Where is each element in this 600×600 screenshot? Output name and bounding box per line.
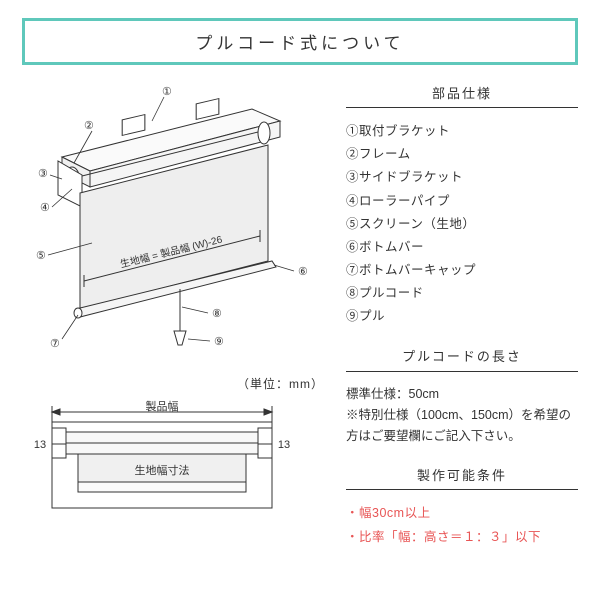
part-item: ⑧プルコード [346,282,578,305]
part-item: ④ローラーパイプ [346,190,578,213]
part-item: ⑦ボトムバーキャップ [346,259,578,282]
callout-5: ⑤ [36,250,46,262]
diagram-2d: 製品幅 13 13 生地幅寸法 [32,398,292,518]
cord-line-1: 標準仕様：50cm [346,384,578,405]
part-item: ②フレーム [346,143,578,166]
part-item: ⑥ボトムバー [346,236,578,259]
callout-6: ⑥ [298,266,308,278]
callout-3: ③ [38,168,48,180]
callout-2: ② [84,120,94,132]
right-column: 部品仕様 ①取付ブラケット ②フレーム ③サイドブラケット ④ローラーパイプ ⑤… [346,79,578,549]
callout-4: ④ [40,202,50,214]
cond-header: 製作可能条件 [346,461,578,490]
part-item: ⑨プル [346,305,578,328]
left-column: 生地幅 = 製品幅 (W)-26 ① ② ③ [22,79,332,549]
diagram-3d: 生地幅 = 製品幅 (W)-26 ① ② ③ [22,79,322,369]
part-item: ①取付ブラケット [346,120,578,143]
callout-1: ① [162,86,172,98]
side-dim-right: 13 [278,439,290,451]
cond-list: ・幅30cm以上 ・比率「幅：高さ＝１：３」以下 [346,502,578,548]
cord-header: プルコードの長さ [346,342,578,371]
page-title: プルコード式について [195,34,404,53]
cond-item: ・比率「幅：高さ＝１：３」以下 [346,526,578,549]
cord-line-2: ※特別仕様（100cm、150cm）を希望の方はご要望欄にご記入下さい。 [346,405,578,448]
main-layout: 生地幅 = 製品幅 (W)-26 ① ② ③ [22,79,578,549]
title-box: プルコード式について [22,18,578,65]
part-item: ⑤スクリーン（生地） [346,213,578,236]
parts-header: 部品仕様 [346,79,578,108]
callout-9: ⑨ [214,336,224,348]
unit-label: （単位：mm） [22,375,324,392]
callout-8: ⑧ [212,308,222,320]
fabric-dim-label: 生地幅寸法 [135,463,190,477]
parts-list: ①取付ブラケット ②フレーム ③サイドブラケット ④ローラーパイプ ⑤スクリーン… [346,120,578,328]
product-width-label: 製品幅 [146,399,179,413]
callout-7: ⑦ [50,338,60,350]
side-dim-left: 13 [34,439,46,451]
cord-text: 標準仕様：50cm ※特別仕様（100cm、150cm）を希望の方はご要望欄にご… [346,384,578,448]
part-item: ③サイドブラケット [346,166,578,189]
cond-item: ・幅30cm以上 [346,502,578,525]
